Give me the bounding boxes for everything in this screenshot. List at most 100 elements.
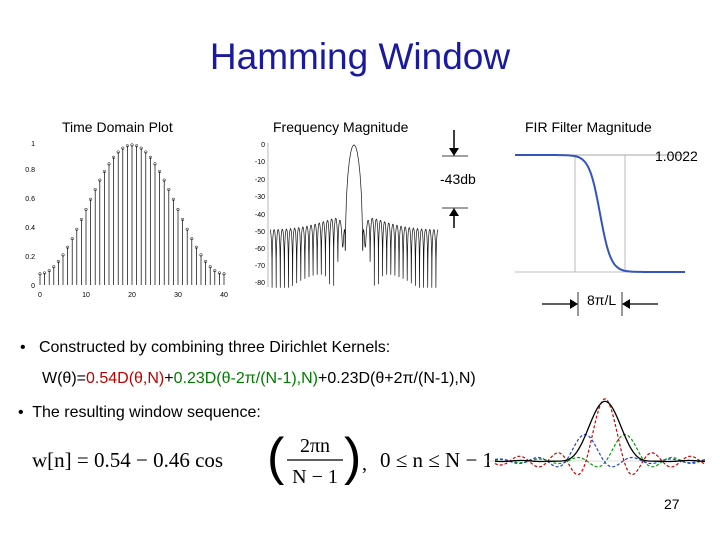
y-tick-label: -80	[255, 280, 265, 287]
window-equation: w[n] = 0.54 − 0.46 cos ( 2πn N − 1 ) , 0…	[32, 430, 490, 488]
bullet-2: • The resulting window sequence:	[18, 404, 261, 422]
time-domain-stems	[38, 143, 226, 285]
x-tick-label: 20	[128, 292, 136, 299]
stem-marker	[38, 272, 42, 276]
stem-marker	[84, 207, 88, 211]
stem-marker	[121, 146, 125, 150]
time-domain-x-ticks: 0 10 20 30 40	[38, 292, 228, 299]
y-tick-label: -60	[255, 246, 265, 253]
equation-denominator: N − 1	[292, 466, 338, 488]
stem-marker	[61, 253, 65, 257]
transition-label: 8π/L	[587, 292, 617, 308]
stem-marker	[98, 178, 102, 182]
stem-marker	[185, 227, 189, 231]
y-tick-label: -70	[255, 263, 265, 270]
stem-marker	[125, 144, 129, 148]
y-tick-label: -40	[255, 212, 265, 219]
stem-marker	[43, 271, 47, 275]
time-domain-caption: Time Domain Plot	[62, 119, 173, 135]
stem-marker	[139, 146, 143, 150]
stem-marker	[153, 162, 157, 166]
stem-marker	[52, 265, 56, 269]
bullet-1: • Constructed by combining three Dirichl…	[20, 339, 390, 357]
sidelobe-label: -43db	[440, 171, 476, 187]
frequency-response-curve	[269, 144, 439, 288]
stem-marker	[75, 227, 79, 231]
bullet-marker: •	[18, 404, 24, 421]
stem-marker	[107, 162, 111, 166]
y-tick-label: 0.6	[25, 196, 35, 203]
stem-marker	[93, 187, 97, 192]
frequency-plot: 0 -10 -20 -30 -40 -50 -60 -70 -80	[255, 142, 439, 288]
formula-prefix: W(θ)=	[42, 370, 86, 387]
bullet-marker: •	[20, 339, 26, 356]
y-tick-label: 0.4	[25, 225, 35, 232]
page-number: 27	[664, 496, 680, 512]
time-domain-y-ticks: 0 0.2 0.4 0.6 0.8 1	[25, 141, 35, 290]
y-tick-label: -50	[255, 229, 265, 236]
stem-marker	[144, 150, 148, 154]
stem-marker	[199, 253, 203, 257]
right-paren: )	[344, 430, 361, 486]
fir-response-curve	[515, 154, 685, 273]
stem-marker	[176, 207, 180, 211]
stem-marker	[116, 150, 120, 154]
time-domain-plot: 0 0.2 0.4 0.6 0.8 1 0 10 20 30 40	[25, 141, 228, 299]
formula-term-3: 0.23D(θ+2π/(N-1),N)	[327, 370, 476, 387]
fir-plot	[515, 154, 685, 273]
y-tick-label: -30	[255, 194, 265, 201]
x-tick-label: 30	[174, 292, 182, 299]
stem-marker	[135, 144, 139, 148]
x-tick-label: 0	[38, 292, 42, 299]
stem-marker	[66, 245, 70, 249]
formula-plus-2: +	[318, 370, 328, 387]
formula-term-1: 0.54D(θ,N)	[86, 370, 165, 387]
formula-term-2: 0.23D(θ-2π/(N-1),N)	[173, 370, 318, 387]
equation-range: 0 ≤ n ≤ N − 1	[380, 448, 490, 472]
equation-lhs: w[n] = 0.54 − 0.46 cos	[32, 448, 223, 472]
kernel-sum-curve	[495, 400, 705, 463]
stem-marker	[130, 143, 134, 147]
stem-marker	[148, 155, 152, 159]
stem-marker	[190, 237, 194, 241]
frequency-y-ticks: 0 -10 -20 -30 -40 -50 -60 -70 -80	[255, 142, 265, 287]
passband-label: 1.0022	[655, 148, 698, 164]
stem-marker	[112, 155, 116, 159]
equation-comma: ,	[362, 453, 367, 475]
transition-arrows	[542, 292, 658, 316]
stem-marker	[158, 169, 162, 174]
fir-caption: FIR Filter Magnitude	[525, 119, 652, 135]
kernel-red-curve	[494, 398, 705, 476]
stem-marker	[47, 269, 51, 273]
stem-marker	[79, 217, 83, 222]
bullet-1-text: Constructed by combining three Dirichlet…	[38, 339, 391, 356]
stem-marker	[89, 197, 93, 201]
x-tick-label: 40	[220, 292, 228, 299]
left-paren: (	[267, 430, 285, 486]
stem-marker	[167, 187, 171, 192]
slide-title: Hamming Window	[209, 36, 511, 77]
stem-marker	[102, 169, 106, 174]
y-tick-label: 0	[31, 283, 35, 290]
y-tick-label: 1	[31, 141, 35, 148]
bullet-2-text: The resulting window sequence:	[32, 404, 261, 421]
sidelobe-arrows	[442, 130, 468, 228]
stem-marker	[181, 217, 185, 222]
stem-marker	[213, 269, 217, 273]
y-tick-label: 0.2	[25, 254, 35, 261]
stem-marker	[70, 237, 74, 241]
y-tick-label: 0.8	[25, 167, 35, 174]
frequency-caption: Frequency Magnitude	[273, 119, 409, 135]
equation-numerator: 2πn	[300, 435, 330, 457]
dirichlet-kernels-plot	[485, 398, 705, 476]
y-tick-label: -20	[255, 177, 265, 184]
stem-marker	[222, 272, 226, 276]
stem-marker	[208, 265, 212, 269]
stem-marker	[171, 197, 175, 201]
stem-marker	[194, 245, 198, 249]
formula-plus-1: +	[164, 370, 174, 387]
stem-marker	[217, 271, 221, 275]
stem-marker	[204, 259, 208, 264]
stem-marker	[56, 259, 60, 264]
stem-marker	[162, 178, 166, 182]
